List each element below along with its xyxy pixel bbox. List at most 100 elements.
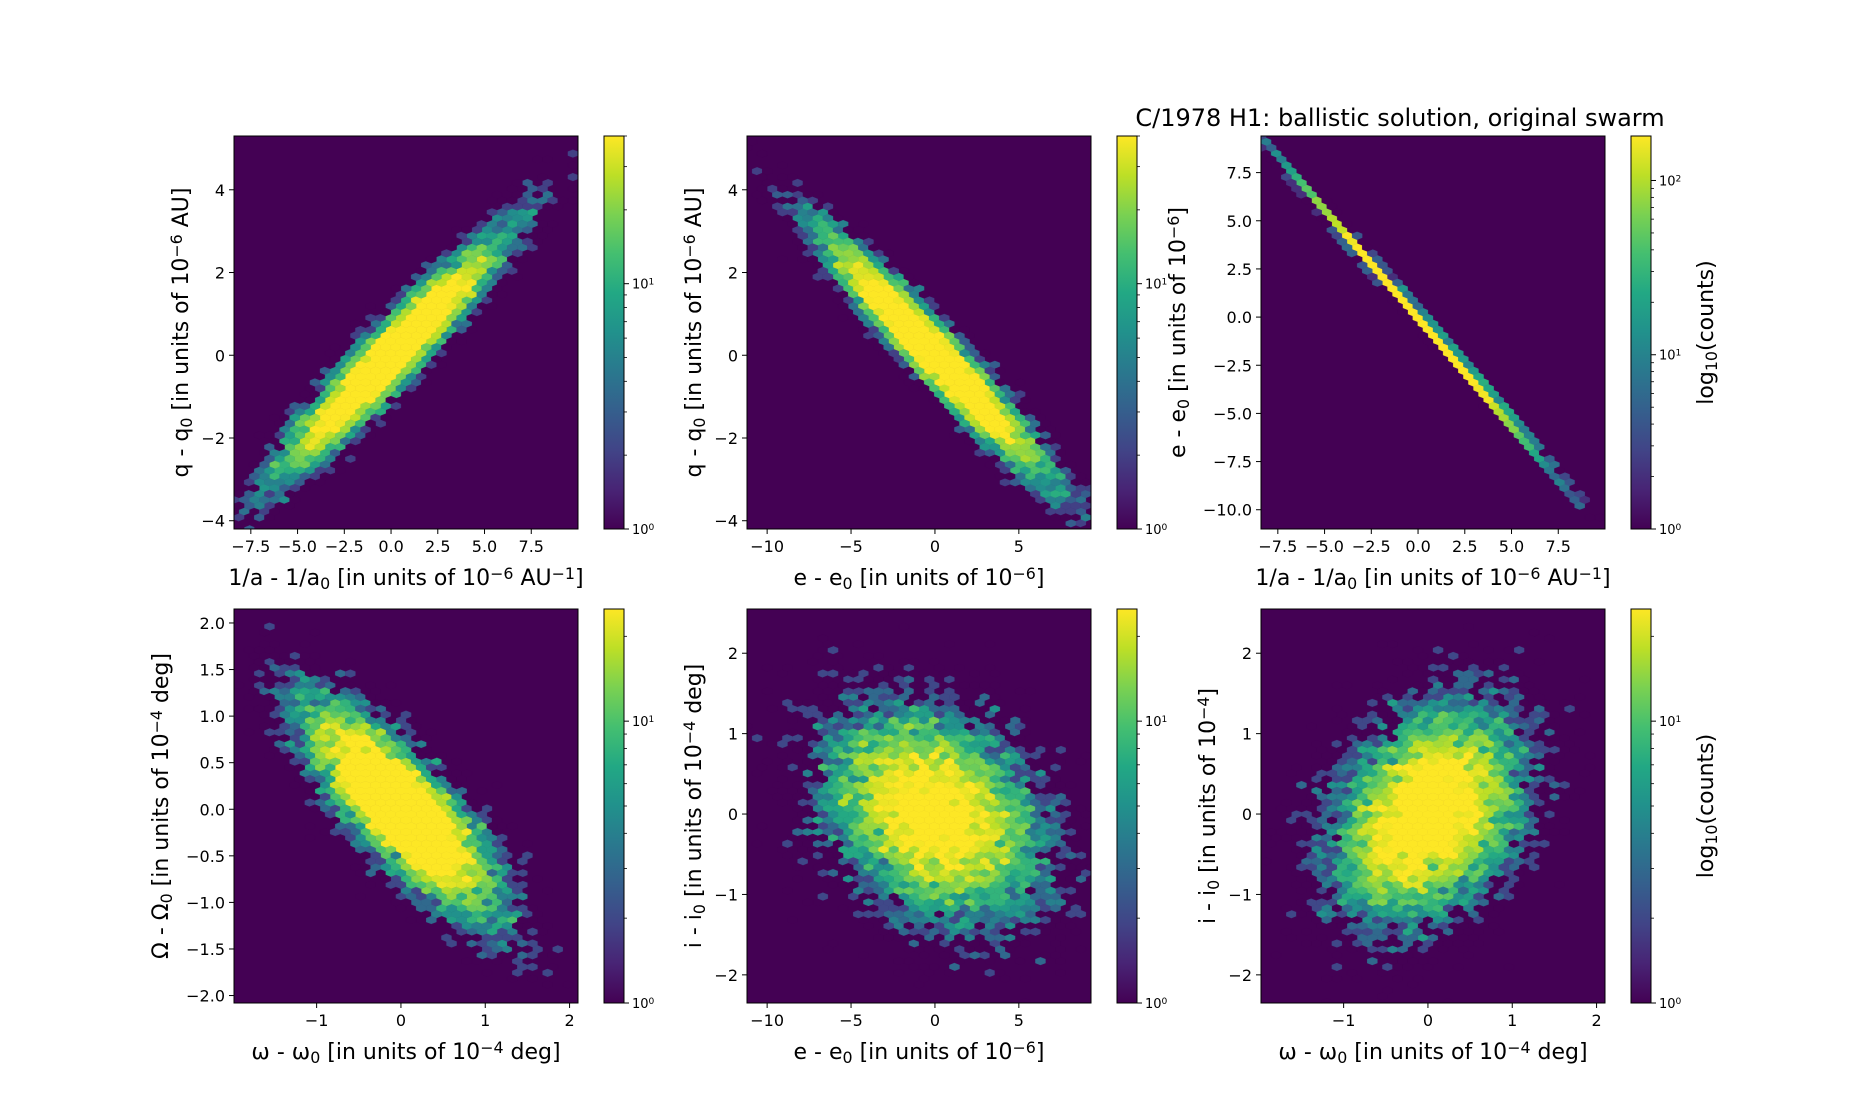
hexbin-cell [284, 454, 295, 463]
hexbin-cell [1377, 710, 1388, 719]
hexbin-cell [1478, 401, 1489, 411]
hexbin-cell [1356, 945, 1368, 954]
colorbar-tick-label: 100 [1145, 997, 1168, 1012]
hexbin-cell [380, 354, 391, 364]
hexbin-cell [1508, 687, 1520, 696]
x-tick-label: 0 [930, 537, 940, 556]
hexbin-cell [756, 149, 768, 158]
hexbin-cell [375, 337, 386, 346]
hexbin-cell [1316, 745, 1327, 754]
y-tick-label: −2.0 [186, 987, 225, 1006]
hexbin-cell [1004, 827, 1016, 837]
y-axis-label: Ω - Ω0 [in units of 10−4 deg] [147, 653, 177, 959]
hexbin-cell [918, 927, 930, 936]
hexbin-cell [1493, 692, 1504, 702]
hexbin-cells [234, 149, 578, 529]
hexbin-cell [1387, 722, 1398, 731]
hexbin-cell [918, 384, 930, 393]
y-axis-label-part: AU] [682, 188, 707, 235]
hexbin-cell [949, 681, 960, 690]
hexbin-cell [1020, 998, 1031, 1003]
hexbin-cells [1261, 622, 1596, 1003]
hexbin-cell [1392, 657, 1403, 666]
y-axis-label-part: 0 [690, 418, 709, 428]
hexbin-cell [395, 360, 407, 369]
hexbin-cell [365, 880, 376, 889]
hexbin-cell [350, 437, 361, 446]
hexbin-cell [345, 669, 356, 678]
x-tick-label: −1 [1332, 1011, 1356, 1030]
hexbin-cell [390, 284, 402, 293]
hexbin-cell [1341, 904, 1353, 913]
hexbin-cell [1382, 986, 1393, 995]
axes-frame [746, 135, 1092, 530]
y-axis-label-part: AU] [169, 188, 194, 235]
hexbin-cell [792, 792, 803, 801]
hexbin-cell [853, 296, 864, 305]
hexbin-cell [1080, 501, 1091, 510]
x-axis-label-part: −1 [1579, 564, 1602, 583]
hexbin-cell [1351, 716, 1363, 725]
colorbar-gradient [1630, 135, 1652, 530]
hexbin-cell [908, 669, 920, 678]
hexbin-cell [1442, 728, 1454, 737]
hexbin-cell [329, 343, 341, 352]
hexbin-cell [863, 319, 874, 328]
y-axis-label-part: i - i [1196, 890, 1221, 924]
hexbin-cell [747, 143, 753, 152]
hexbin-cell [481, 968, 493, 977]
hexbin-cell [259, 710, 270, 719]
hexbin-cell [1488, 769, 1499, 778]
hexbin-cell [1478, 745, 1489, 754]
y-tick-label: −2.5 [1213, 356, 1252, 375]
hexbin-cell [380, 792, 391, 801]
hexbin-cell [380, 307, 391, 317]
hexbin-cell [918, 822, 930, 831]
hexbin-cell [1301, 196, 1312, 205]
hexbin-cell [1004, 874, 1016, 884]
hexbin-cell [1281, 798, 1292, 807]
x-tick-label: 5 [1014, 537, 1024, 556]
hexbin-cell [299, 640, 311, 649]
hexbin-cell [918, 951, 930, 960]
hexbin-cell [329, 354, 341, 364]
hexbin-cell [400, 734, 412, 743]
hexbin-cell [481, 898, 493, 907]
hexbin-cell [365, 798, 376, 807]
x-tick-label: 2.5 [425, 537, 450, 556]
hexbin-cell [1473, 892, 1484, 901]
hexbin-cell [822, 851, 834, 860]
hexbin-cell [395, 904, 407, 913]
hexbin-cell [1483, 822, 1494, 831]
hexbin-cell [1539, 839, 1550, 848]
y-tick-label: 1 [728, 725, 738, 744]
x-axis-label-part: ω - ω [1278, 1040, 1337, 1065]
hexbin-cells [747, 622, 1091, 1003]
hexbin-cell [1321, 763, 1332, 772]
hexbin-cell [1528, 804, 1540, 813]
hexbin-cell [1483, 645, 1494, 655]
hexbin-cell [853, 710, 864, 719]
hexbin-cell [1387, 898, 1398, 907]
x-axis-label: e - e0 [in units of 10−6] [794, 1038, 1045, 1068]
hexbin-cell [542, 886, 553, 895]
hexbin-cell [249, 460, 260, 469]
hexbin-cell [969, 763, 980, 772]
hexbin-cell [1281, 810, 1292, 819]
y-tick-label: 4 [728, 181, 738, 200]
hexbin-cell [1579, 710, 1590, 719]
hexbin-cell [436, 349, 447, 358]
hexbin-cell [873, 851, 884, 860]
hexbin-cell [380, 874, 391, 884]
hexbin-cell [1397, 307, 1408, 317]
hexbin-cell [873, 827, 884, 837]
colorbar-tick-label: 101 [1145, 715, 1167, 730]
hexbin-cell [471, 957, 483, 966]
hexbin-cell [842, 863, 854, 872]
hexbin-cell [532, 910, 543, 919]
hexbin-cell [928, 302, 940, 311]
hexbin-cell [1412, 904, 1424, 913]
hexbin-cell [1040, 431, 1051, 440]
hexbin-cell [466, 325, 477, 334]
